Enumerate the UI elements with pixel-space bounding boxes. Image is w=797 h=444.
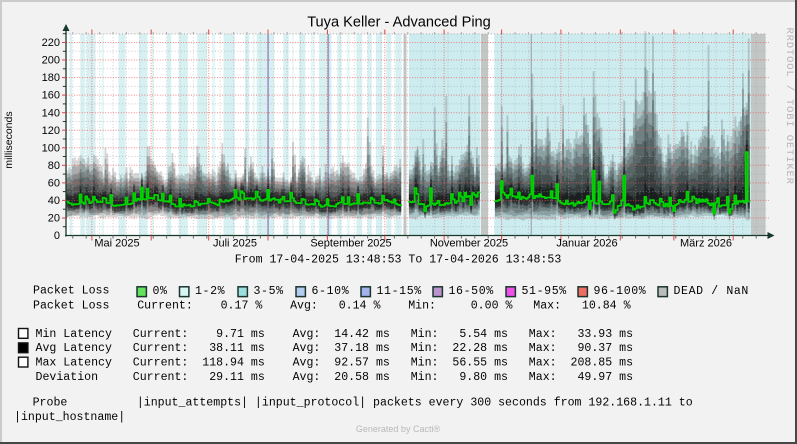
svg-text:milliseconds: milliseconds — [3, 111, 15, 168]
svg-text:November 2025: November 2025 — [430, 238, 508, 250]
svg-text:220: 220 — [42, 37, 60, 49]
svg-text:Min Latency Current: 9.71: Min Latency Current: 9.71 ms Avg: 14.42 … — [36, 328, 634, 341]
svg-text:140: 140 — [42, 107, 60, 119]
svg-text:Max Latency Current: 118.94: Max Latency Current: 118.94 ms Avg: 92.5… — [36, 357, 634, 370]
svg-text:11-15%: 11-15% — [377, 285, 422, 298]
svg-text:Probe |input_attempts: Probe |input_attempts| |input_protocol| … — [33, 397, 693, 410]
svg-text:100: 100 — [42, 142, 60, 154]
svg-text:Tuya Keller - Advanced Ping: Tuya Keller - Advanced Ping — [307, 15, 491, 31]
svg-text:6-10%: 6-10% — [312, 285, 350, 298]
svg-text:96-100%: 96-100% — [594, 285, 647, 298]
svg-text:40: 40 — [48, 195, 60, 207]
svg-text:20: 20 — [48, 213, 60, 225]
svg-text:Juli 2025: Juli 2025 — [213, 238, 257, 250]
svg-text:1-2%: 1-2% — [195, 285, 225, 298]
svg-text:RRDTOOL / TOBI OETIKER: RRDTOOL / TOBI OETIKER — [783, 28, 795, 185]
svg-text:Deviation Current: 29.11: Deviation Current: 29.11 ms Avg: 20.58 m… — [36, 371, 634, 384]
svg-text:180: 180 — [42, 72, 60, 84]
svg-text:0: 0 — [54, 230, 60, 242]
svg-text:0%: 0% — [153, 285, 168, 298]
svg-text:160: 160 — [42, 90, 60, 102]
svg-text:80: 80 — [48, 160, 60, 172]
svg-text:60: 60 — [48, 178, 60, 190]
svg-text:Januar 2026: Januar 2026 — [556, 238, 617, 250]
svg-text:März 2026: März 2026 — [680, 238, 732, 250]
svg-text:From 17-04-2025 13:48:53 To 17: From 17-04-2025 13:48:53 To 17-04-2026 1… — [235, 254, 562, 267]
svg-text:3-5%: 3-5% — [254, 285, 284, 298]
svg-text:16-50%: 16-50% — [449, 285, 494, 298]
svg-text:Packet Loss Current: 0.1: Packet Loss Current: 0.17 % Avg: 0.14 % … — [33, 300, 631, 313]
svg-text:200: 200 — [42, 55, 60, 67]
svg-text:Mai 2025: Mai 2025 — [94, 238, 139, 250]
svg-text:Packet Loss: Packet Loss — [33, 285, 109, 298]
svg-text:Avg Latency Current: 38.11: Avg Latency Current: 38.11 ms Avg: 37.18… — [36, 342, 634, 355]
svg-text:|input_hostname|: |input_hostname| — [14, 411, 125, 424]
svg-text:Generated by Cacti®: Generated by Cacti® — [356, 424, 441, 434]
svg-text:120: 120 — [42, 125, 60, 137]
svg-text:DEAD / NaN: DEAD / NaN — [674, 285, 749, 298]
svg-text:September 2025: September 2025 — [310, 238, 391, 250]
svg-text:51-95%: 51-95% — [522, 285, 567, 298]
